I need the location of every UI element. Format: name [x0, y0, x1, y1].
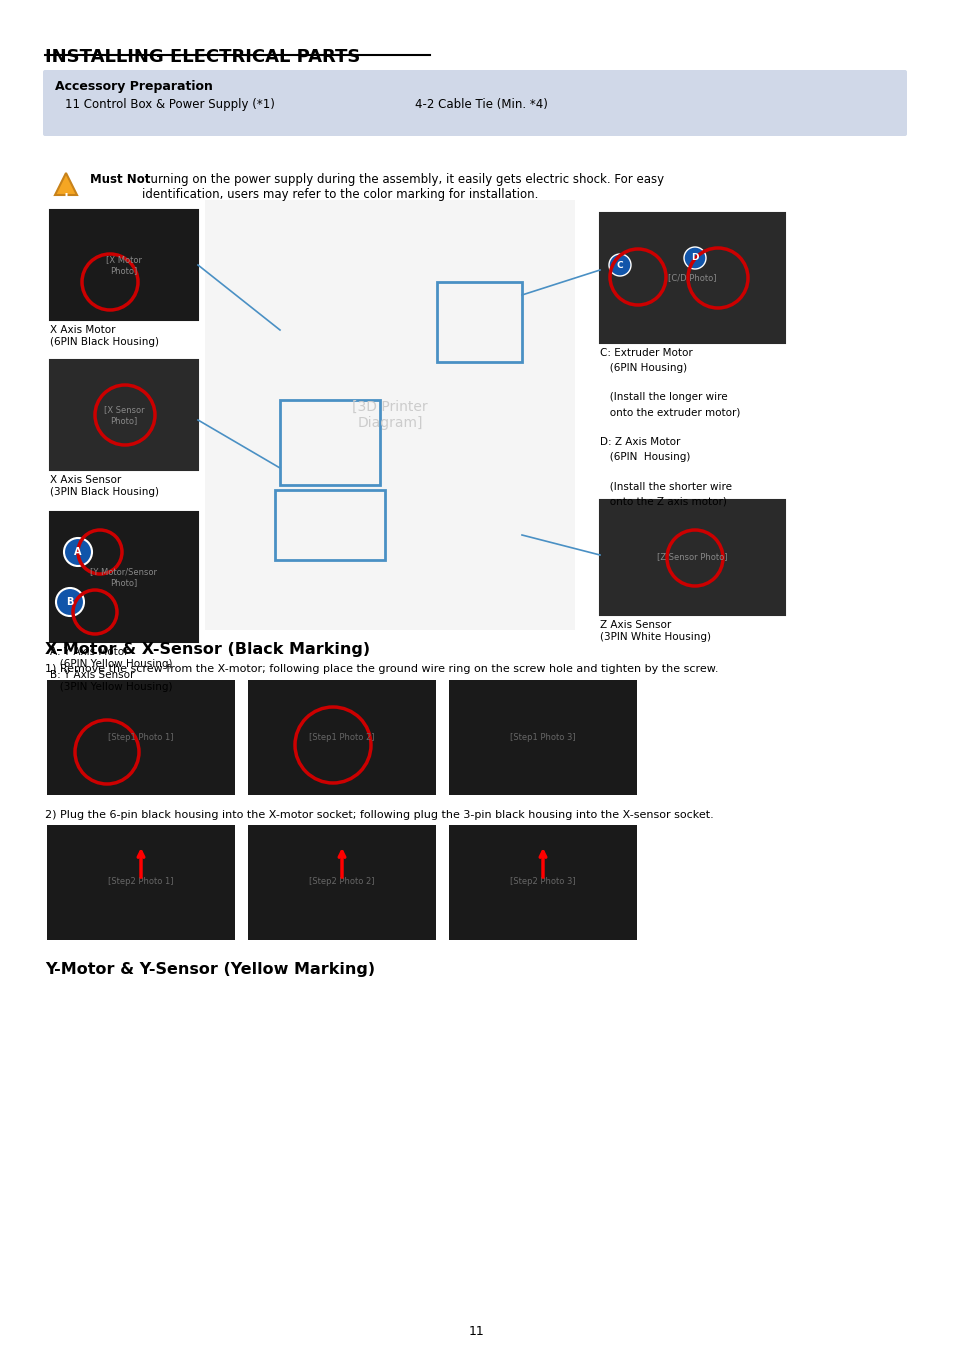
FancyBboxPatch shape [248, 826, 436, 940]
FancyBboxPatch shape [50, 360, 198, 469]
Text: C: C [616, 260, 622, 270]
Text: [3D Printer
Diagram]: [3D Printer Diagram] [352, 399, 427, 430]
FancyBboxPatch shape [50, 210, 198, 320]
FancyBboxPatch shape [599, 500, 784, 615]
Circle shape [64, 538, 91, 567]
FancyBboxPatch shape [449, 826, 637, 940]
Text: X Axis Sensor
(3PIN Black Housing): X Axis Sensor (3PIN Black Housing) [50, 475, 159, 496]
Text: [Z Sensor Photo]: [Z Sensor Photo] [656, 553, 726, 561]
FancyBboxPatch shape [47, 680, 234, 795]
FancyBboxPatch shape [599, 213, 784, 343]
Text: [X Motor
Photo]: [X Motor Photo] [106, 255, 142, 275]
Circle shape [56, 588, 84, 616]
Text: INSTALLING ELECTRICAL PARTS: INSTALLING ELECTRICAL PARTS [45, 49, 360, 66]
Text: A: A [74, 546, 82, 557]
Text: turning on the power supply during the assembly, it easily gets electric shock. : turning on the power supply during the a… [142, 173, 663, 201]
Text: 4-2 Cable Tie (Min. *4): 4-2 Cable Tie (Min. *4) [415, 98, 547, 111]
Text: [Step1 Photo 3]: [Step1 Photo 3] [510, 733, 576, 742]
Text: D: D [691, 254, 698, 263]
FancyBboxPatch shape [449, 680, 637, 795]
Text: [Step2 Photo 3]: [Step2 Photo 3] [510, 877, 576, 886]
FancyBboxPatch shape [50, 513, 198, 642]
Text: X-Motor & X-Sensor (Black Marking): X-Motor & X-Sensor (Black Marking) [45, 642, 370, 657]
Text: 11: 11 [469, 1325, 484, 1338]
Text: Z Axis Sensor
(3PIN White Housing): Z Axis Sensor (3PIN White Housing) [599, 621, 710, 642]
FancyBboxPatch shape [205, 200, 575, 630]
Circle shape [683, 247, 705, 268]
Text: 11 Control Box & Power Supply (*1): 11 Control Box & Power Supply (*1) [65, 98, 274, 111]
Text: B: B [67, 598, 73, 607]
Text: X Axis Motor
(6PIN Black Housing): X Axis Motor (6PIN Black Housing) [50, 325, 159, 347]
Text: Accessory Preparation: Accessory Preparation [55, 80, 213, 93]
Text: [Step2 Photo 1]: [Step2 Photo 1] [108, 877, 173, 886]
Text: [C/D Photo]: [C/D Photo] [667, 274, 716, 282]
FancyBboxPatch shape [47, 826, 234, 940]
Text: [Step2 Photo 2]: [Step2 Photo 2] [309, 877, 375, 886]
Text: Must Not: Must Not [90, 173, 151, 186]
Text: 1) Remove the screw from the X-motor; following place the ground wire ring on th: 1) Remove the screw from the X-motor; fo… [45, 664, 718, 674]
Text: 2) Plug the 6-pin black housing into the X-motor socket; following plug the 3-pi: 2) Plug the 6-pin black housing into the… [45, 809, 713, 820]
Circle shape [608, 254, 630, 277]
Text: !: ! [63, 193, 69, 202]
Text: [X Sensor
Photo]: [X Sensor Photo] [104, 405, 144, 425]
Text: [Step1 Photo 1]: [Step1 Photo 1] [108, 733, 173, 742]
Text: Y-Motor & Y-Sensor (Yellow Marking): Y-Motor & Y-Sensor (Yellow Marking) [45, 962, 375, 977]
Text: C: Extruder Motor
   (6PIN Housing)

   (Install the longer wire
   onto the ext: C: Extruder Motor (6PIN Housing) (Instal… [599, 348, 740, 506]
Text: [Step1 Photo 2]: [Step1 Photo 2] [309, 733, 375, 742]
Text: A: Y Axis Motor
   (6PIN Yellow Housing)
B: Y Axis Sensor
   (3PIN Yellow Housin: A: Y Axis Motor (6PIN Yellow Housing) B:… [50, 648, 172, 692]
Text: [Y Motor/Sensor
Photo]: [Y Motor/Sensor Photo] [91, 568, 157, 587]
Polygon shape [55, 173, 77, 196]
FancyBboxPatch shape [43, 70, 906, 136]
FancyBboxPatch shape [248, 680, 436, 795]
